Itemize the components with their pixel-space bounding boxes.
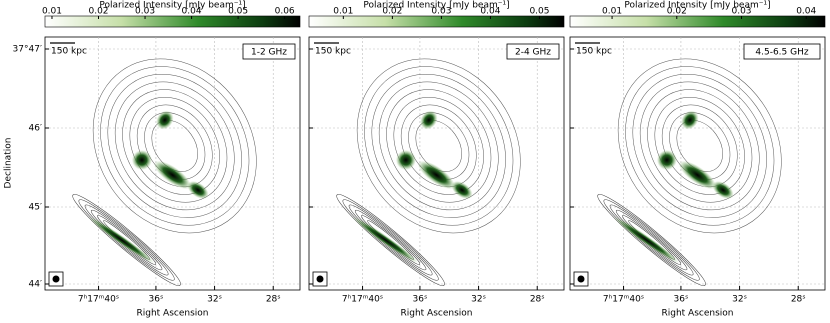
colorbar-label: Polarized Intensity [mJy beam⁻¹] <box>99 1 245 11</box>
contour <box>78 199 175 281</box>
x-tick-label: 7ʰ17ᵐ40ˢ <box>603 295 644 305</box>
emission-blob <box>187 181 209 199</box>
x-tick-label: 28ˢ <box>530 295 545 305</box>
emission-blob <box>613 216 680 264</box>
colorbar-label: Polarized Intensity [mJy beam⁻¹] <box>363 1 509 11</box>
colorbar-tick-label: 0.01 <box>333 7 353 17</box>
scale-label: 150 kpc <box>51 47 87 57</box>
colorbar-tick-label: 0.06 <box>275 7 295 17</box>
contour <box>336 194 445 286</box>
image-frame <box>569 36 826 291</box>
x-tick-label: 32ˢ <box>732 295 747 305</box>
contour <box>371 73 506 218</box>
colorbar-label: Polarized Intensity [mJy beam⁻¹] <box>624 1 770 11</box>
emission-blob <box>352 216 419 264</box>
band-label: 4.5-6.5 GHz <box>755 48 808 58</box>
x-tick-label: 36ˢ <box>149 295 164 305</box>
emission-blob <box>153 160 192 190</box>
colorbar <box>569 15 826 28</box>
y-axis-label: Declination <box>4 138 14 189</box>
contour <box>408 112 470 180</box>
emission-blob <box>395 150 416 170</box>
x-axis-label: Right Ascension <box>401 309 473 319</box>
contour <box>617 58 782 234</box>
emission-blob <box>678 160 717 190</box>
contour <box>100 66 250 226</box>
contour <box>597 194 706 286</box>
colorbar-tick-label: 0.04 <box>796 7 816 17</box>
colorbar-tick-label: 0.02 <box>382 7 402 17</box>
x-tick-label: 32ˢ <box>207 295 222 305</box>
contour <box>356 58 521 234</box>
colorbar-tick-label: 0.04 <box>182 7 202 17</box>
beam <box>52 275 60 283</box>
emission-blob <box>681 110 699 130</box>
emission-blob <box>656 150 677 170</box>
contour <box>92 58 257 234</box>
colorbar-tick-label: 0.02 <box>88 7 108 17</box>
contour <box>603 199 700 281</box>
contour <box>378 81 499 211</box>
y-tick-label: 46′ <box>29 124 43 134</box>
colorbar <box>308 15 565 28</box>
emission-blob <box>88 216 155 264</box>
x-tick-label: 32ˢ <box>471 295 486 305</box>
band-box <box>242 43 296 60</box>
band-box <box>743 43 821 60</box>
colorbar-tick-label: 0.02 <box>667 7 687 17</box>
y-tick-label: 45′ <box>29 203 43 213</box>
scale-label: 150 kpc <box>576 47 612 57</box>
emission-blob <box>420 110 438 130</box>
x-tick-label: 7ʰ17ᵐ40ˢ <box>342 295 383 305</box>
colorbar <box>44 15 301 28</box>
x-tick-label: 36ˢ <box>413 295 428 305</box>
contour <box>669 112 731 180</box>
colorbar-tick-label: 0.03 <box>431 7 451 17</box>
x-tick-label: 28ˢ <box>266 295 281 305</box>
emission-blob <box>131 150 152 170</box>
contour <box>364 66 514 226</box>
colorbar-tick-label: 0.05 <box>529 7 549 17</box>
x-tick-label: 28ˢ <box>791 295 806 305</box>
scale-label: 150 kpc <box>315 47 351 57</box>
image-frame <box>308 36 565 291</box>
contour <box>122 89 228 203</box>
contour <box>114 81 235 211</box>
emission-blob <box>712 181 734 199</box>
x-axis-label: Right Ascension <box>137 309 209 319</box>
emission-blob <box>451 181 473 199</box>
colorbar-tick-label: 0.03 <box>731 7 751 17</box>
contour <box>144 112 206 180</box>
contour <box>632 73 767 218</box>
band-label: 2-4 GHz <box>515 48 551 58</box>
contour <box>72 194 181 286</box>
y-tick-label: 44′ <box>29 280 43 290</box>
colorbar-tick-label: 0.04 <box>480 7 500 17</box>
x-axis-label: Right Ascension <box>662 309 734 319</box>
contour <box>639 81 760 211</box>
contour <box>386 89 492 203</box>
emission-blob <box>417 160 456 190</box>
x-tick-label: 7ʰ17ᵐ40ˢ <box>78 295 119 305</box>
contour <box>647 89 753 203</box>
contour <box>625 66 775 226</box>
contour <box>342 199 439 281</box>
emission-blob <box>156 110 174 130</box>
image-frame <box>44 36 301 291</box>
colorbar-tick-label: 0.05 <box>228 7 248 17</box>
colorbar-tick-label: 0.01 <box>602 7 622 17</box>
beam <box>577 275 585 283</box>
colorbar-tick-label: 0.01 <box>42 7 62 17</box>
band-box <box>506 43 560 60</box>
beam <box>316 275 324 283</box>
colorbar-tick-label: 0.03 <box>135 7 155 17</box>
band-label: 1-2 GHz <box>251 48 287 58</box>
y-tick-label: 37°47′ <box>13 45 42 55</box>
contour <box>107 73 242 218</box>
x-tick-label: 36ˢ <box>674 295 689 305</box>
